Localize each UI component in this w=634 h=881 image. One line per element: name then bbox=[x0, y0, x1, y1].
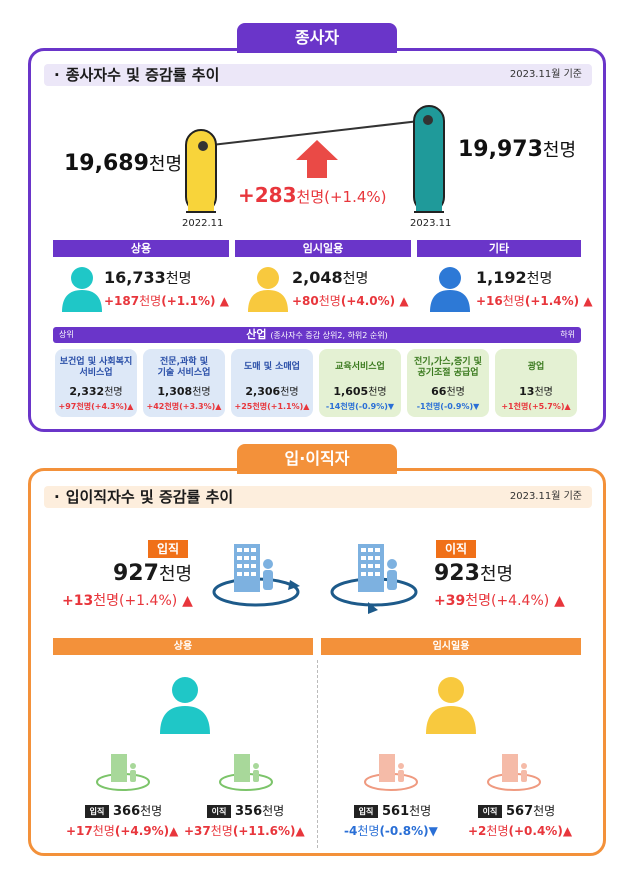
person-teal-large-icon bbox=[160, 677, 210, 734]
hire-building-icon bbox=[212, 544, 300, 607]
hire-badge: 입직 bbox=[148, 540, 188, 558]
other-change: +16천명(+1.4%) ▲ bbox=[476, 294, 593, 308]
regular-sep-badge: 이직 bbox=[207, 805, 231, 818]
curr-period-label: 2023.11 bbox=[410, 218, 452, 229]
turnover-header: · 입이직자수 및 증감률 추이 2023.11월 기준 bbox=[44, 486, 592, 508]
temp-sep-change: +2천명(+0.4%)▲ bbox=[468, 824, 573, 838]
turnover-temp-bar: 임시일용 bbox=[321, 638, 581, 655]
industry-card-education: 교육서비스업 1,605천명 -14천명(-0.9%)▼ bbox=[319, 349, 401, 417]
employees-date: 2023.11월 기준 bbox=[509, 69, 582, 80]
prev-employees-value: 19,689천명 bbox=[64, 151, 183, 176]
industry-card-retail: 도매 및 소매업 2,306천명 +25천명(+1.1%)▲ bbox=[231, 349, 313, 417]
person-teal-icon bbox=[62, 267, 102, 312]
regular-sep-building-icon bbox=[219, 754, 273, 791]
industry-title: 산업 (종사자수 증감 상위2, 하위2 순위) bbox=[246, 328, 388, 341]
industry-card-utilities: 전기,가스,증기 및 공기조절 공급업 66천명 -1천명(-0.9%)▼ bbox=[407, 349, 489, 417]
employees-panel bbox=[28, 48, 606, 432]
temp-value: 2,048천명 bbox=[292, 268, 369, 287]
temp-change: +80천명(+4.0%) ▲ bbox=[292, 294, 409, 308]
regular-hire-value: 366천명 bbox=[113, 804, 163, 819]
prev-period-label: 2022.11 bbox=[182, 218, 224, 229]
employees-title: · 종사자수 및 증감률 추이 bbox=[54, 66, 220, 84]
person-yellow-icon bbox=[248, 267, 288, 312]
hire-value: 927천명 bbox=[113, 561, 193, 586]
industry-card-science: 전문,과학 및 기술 서비스업 1,308천명 +42천명(+3.3%)▲ bbox=[143, 349, 225, 417]
separation-value: 923천명 bbox=[434, 561, 514, 586]
separation-badge: 이직 bbox=[436, 540, 476, 558]
regular-hire-building-icon bbox=[96, 754, 150, 791]
separation-building-icon bbox=[330, 544, 418, 614]
employees-header: · 종사자수 및 증감률 추이 2023.11월 기준 bbox=[44, 64, 592, 86]
other-value: 1,192천명 bbox=[476, 268, 553, 287]
turnover-date: 2023.11월 기준 bbox=[509, 491, 582, 502]
separation-change: +39천명(+4.4%) ▲ bbox=[434, 593, 565, 609]
regular-hire-badge: 입직 bbox=[85, 805, 109, 818]
turnover-panel bbox=[28, 468, 606, 856]
turnover-title: · 입이직자수 및 증감률 추이 bbox=[54, 488, 234, 506]
temp-hire-change: -4천명(-0.8%)▼ bbox=[344, 824, 438, 838]
temp-hire-badge: 입직 bbox=[354, 805, 378, 818]
person-blue-icon bbox=[430, 267, 470, 312]
curr-employees-value: 19,973천명 bbox=[458, 137, 577, 162]
industry-bar: 상위 산업 (종사자수 증감 상위2, 하위2 순위) 하위 bbox=[53, 327, 581, 343]
regular-sep-value: 356천명 bbox=[235, 804, 285, 819]
regular-value: 16,733천명 bbox=[104, 268, 192, 287]
category-temp-bar: 임시일용 bbox=[235, 240, 411, 257]
temp-hire-value: 561천명 bbox=[382, 804, 432, 819]
temp-sep-building-icon bbox=[487, 754, 541, 791]
industry-card-mining: 광업 13천명 +1천명(+5.7%)▲ bbox=[495, 349, 577, 417]
category-other-bar: 기타 bbox=[417, 240, 581, 257]
hire-change: +13천명(+1.4%) ▲ bbox=[62, 593, 193, 609]
temp-hire-building-icon bbox=[364, 754, 418, 791]
regular-change: +187천명(+1.1%) ▲ bbox=[104, 294, 229, 308]
turnover-regular-bar: 상용 bbox=[53, 638, 313, 655]
up-arrow-icon bbox=[296, 140, 338, 178]
industry-card-health: 보건업 및 사회복지 서비스업 2,332천명 +97천명(+4.3%)▲ bbox=[55, 349, 137, 417]
section-divider bbox=[317, 660, 318, 848]
industry-top-label: 상위 bbox=[59, 330, 74, 339]
regular-hire-change: +17천명(+4.9%)▲ bbox=[66, 824, 179, 838]
industry-bottom-label: 하위 bbox=[560, 330, 575, 339]
regular-sep-change: +37천명(+11.6%)▲ bbox=[184, 824, 305, 838]
temp-sep-badge: 이직 bbox=[478, 805, 502, 818]
temp-sep-value: 567천명 bbox=[506, 804, 556, 819]
person-yellow-large-icon bbox=[426, 677, 476, 734]
category-regular-bar: 상용 bbox=[53, 240, 229, 257]
employees-change: +283천명(+1.4%) bbox=[238, 183, 387, 207]
